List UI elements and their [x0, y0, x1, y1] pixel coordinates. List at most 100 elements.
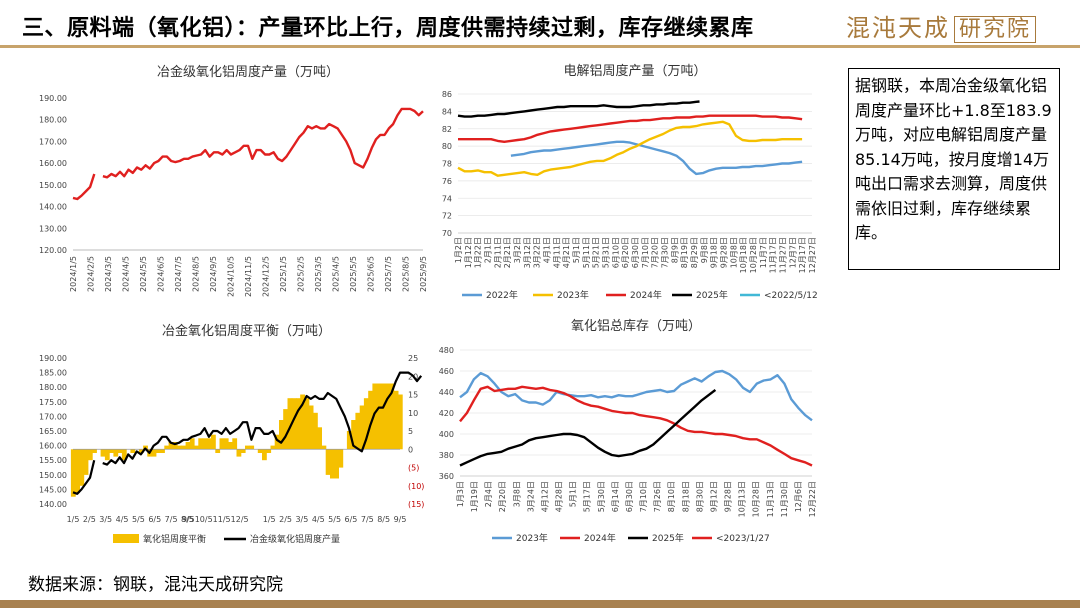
x-tick-label: 10月18日 — [739, 237, 748, 273]
y-tick-label: 70 — [442, 229, 452, 238]
balance-bar — [75, 449, 80, 494]
balance-bar — [151, 449, 157, 457]
x-tick-label: 4/5 — [312, 515, 325, 524]
series-line-2025年 — [459, 388, 717, 467]
x-tick-label: 5月1日 — [569, 481, 578, 507]
balance-bar — [274, 434, 280, 450]
x-tick-label: 7/5 — [361, 515, 374, 524]
y-tick-label: 72 — [442, 212, 452, 221]
x-tick-label: 2024/4/5 — [122, 256, 131, 292]
y-tick-label: 180.00 — [39, 383, 67, 392]
balance-bar — [296, 398, 301, 450]
x-tick-label: 7月30日 — [661, 237, 670, 268]
balance-bar — [113, 449, 119, 457]
x-tick-label: 7/5 — [165, 515, 178, 524]
balance-bar — [393, 390, 399, 450]
legend-label: 2024年 — [630, 289, 662, 301]
x-tick-label: 2/5 — [83, 515, 96, 524]
x-tick-label: 7月20日 — [651, 237, 660, 268]
legend-label: 2025年 — [652, 532, 684, 544]
balance-bar — [376, 383, 382, 450]
balance-bar — [287, 398, 293, 450]
x-tick-label: 2025/7/5 — [384, 256, 393, 292]
y-tick-label: 190.00 — [39, 94, 67, 103]
balance-bar — [313, 412, 318, 450]
balance-bar — [223, 438, 229, 450]
balance-bar — [397, 394, 403, 450]
y-tick-label: 160.00 — [39, 159, 67, 168]
y-tick-label: 360 — [439, 472, 454, 481]
header-rule — [0, 45, 1080, 48]
series-line-2024年 — [459, 385, 813, 467]
x-tick-label: 6月30日 — [625, 481, 634, 512]
balance-bar — [385, 383, 390, 450]
x-tick-label: 2025/1/5 — [279, 256, 288, 292]
x-tick-label: 2月20日 — [498, 481, 507, 512]
balance-bar — [380, 383, 386, 450]
balance-bar — [321, 445, 327, 450]
x-tick-label: 2月1日 — [484, 237, 493, 263]
y-tick-label: 480 — [439, 346, 454, 355]
balance-bar — [300, 394, 305, 450]
x-tick-label: 12月22日 — [808, 481, 817, 517]
y-tick-label: 400 — [439, 430, 454, 439]
balance-bar — [198, 438, 204, 450]
chart-title: 冶金氧化铝周度平衡（万吨） — [162, 323, 331, 339]
x-tick-label: 12月17日 — [798, 237, 807, 273]
chart-electrolytic-aluminium-output: 电解铝周度产量（万吨） 70 72 74 76 78 80 82 84 86 1月2日 1月12日 1月… — [442, 63, 818, 301]
x-tick-label: 2024/10/5 — [227, 256, 236, 297]
x-tick-label: 11月30日 — [780, 481, 789, 517]
y-tick-label: 150.00 — [39, 471, 67, 480]
x-tick-label: 8月18日 — [681, 481, 690, 512]
x-tick-label: 1/5 — [263, 515, 276, 524]
legend-label: 氧化铝周度平衡 — [143, 533, 206, 545]
series-line-2025年 — [457, 100, 700, 118]
balance-bar — [219, 438, 225, 450]
x-tick-label: 2月4日 — [484, 481, 493, 507]
x-tick-label: 2024/8/5 — [192, 256, 201, 292]
y2-tick-label: (10) — [408, 482, 424, 491]
y-tick-label: 180.00 — [39, 116, 67, 125]
x-tick-label: 3月8日 — [512, 481, 521, 507]
series-line-output — [72, 371, 423, 495]
balance-bar — [121, 449, 127, 461]
balance-bar — [109, 449, 114, 453]
chart-alumina-output: 冶金级氧化铝周度产量（万吨） 120.00 130.00 140.00 150.00 16… — [39, 64, 428, 297]
balance-bar — [317, 427, 322, 450]
x-tick-label: 9/5 — [394, 515, 407, 524]
balance-bar — [83, 449, 89, 475]
x-tick-label: 5月31日 — [602, 237, 611, 268]
legend-swatch-bar — [113, 534, 139, 543]
balance-bar — [168, 442, 174, 450]
x-tick-label: 12月27日 — [808, 237, 817, 273]
balance-bar — [266, 449, 272, 453]
x-tick-label: 2025/4/5 — [332, 256, 341, 292]
balance-bar — [206, 438, 212, 450]
x-tick-label: 11月17日 — [769, 237, 778, 273]
y-tick-label: 460 — [439, 367, 454, 376]
x-tick-label: 9月28日 — [724, 481, 733, 512]
x-tick-label: 2024/3/5 — [104, 256, 113, 292]
balance-bar — [202, 438, 208, 450]
x-tick-label: 8月19日 — [680, 237, 689, 268]
balance-bar — [181, 445, 187, 450]
legend-label: 冶金级氧化铝周度产量 — [250, 533, 340, 545]
x-tick-label: 2月11日 — [493, 237, 502, 268]
y2-tick-label: 15 — [408, 391, 418, 400]
balance-bar — [87, 449, 93, 461]
y-tick-label: 380 — [439, 451, 454, 460]
summary-text: 据钢联，本周冶金级氧化铝周度产量环比+1.8至183.9万吨，对应电解铝周度产量… — [855, 76, 1052, 242]
x-tick-label: 6月14日 — [611, 481, 620, 512]
x-tick-label: 2024/5/5 — [139, 256, 148, 292]
balance-bar — [262, 449, 267, 461]
x-tick-label: 7月26日 — [653, 481, 662, 512]
x-tick-label: 10月8日 — [729, 237, 738, 268]
x-tick-label: 2025/8/5 — [402, 256, 411, 292]
x-tick-label: 1月22日 — [474, 237, 483, 268]
balance-bar — [155, 449, 161, 453]
x-tick-label: 10月28日 — [752, 481, 761, 517]
y-tick-label: 130.00 — [39, 224, 67, 233]
x-tick-label: 5/5 — [328, 515, 341, 524]
x-tick-label: 7月10日 — [641, 237, 650, 268]
x-tick-label: 2025/3/5 — [314, 256, 323, 292]
